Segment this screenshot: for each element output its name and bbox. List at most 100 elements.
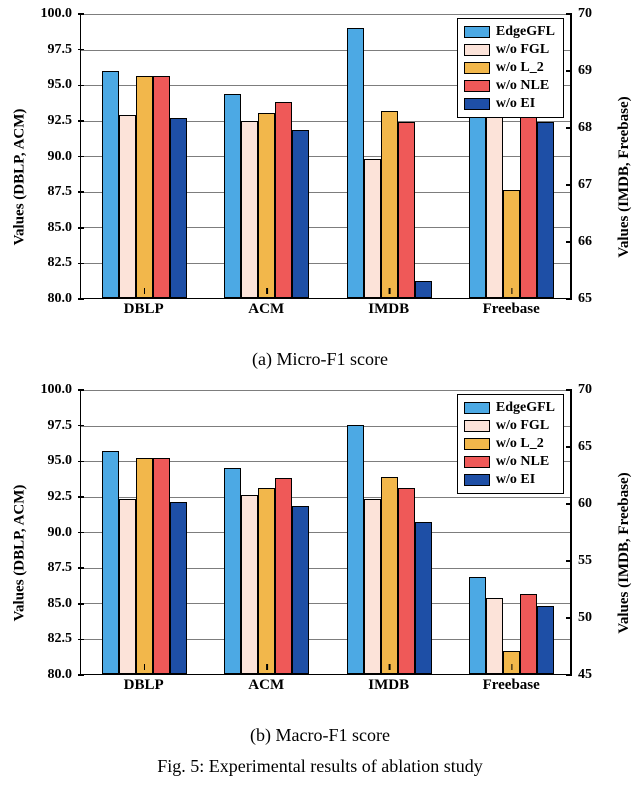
legend-swatch	[464, 98, 490, 110]
bar	[241, 121, 258, 299]
legend-label: w/o L_2	[496, 60, 544, 76]
y-tick-right: 66	[578, 234, 592, 250]
y-tick-left: 80.0	[48, 667, 73, 683]
bar-group	[102, 14, 187, 298]
legend-label: w/o EI	[496, 472, 535, 488]
panel-macro: 80.082.585.087.590.092.595.097.5100.0 45…	[10, 380, 630, 725]
legend-swatch	[464, 62, 490, 74]
bar	[153, 76, 170, 298]
y-label-left-macro: Values (DBLP, ACM)	[12, 484, 29, 621]
legend-item: w/o FGL	[464, 41, 555, 59]
y-tick-left: 100.0	[41, 6, 73, 22]
y-tick-left: 85.0	[48, 596, 73, 612]
legend-item: EdgeGFL	[464, 23, 555, 41]
y-tick-left: 92.5	[48, 489, 73, 505]
y-tick-right: 70	[578, 382, 592, 398]
bar	[469, 577, 486, 674]
legend-swatch	[464, 420, 490, 432]
y-tick-left: 87.5	[48, 560, 73, 576]
bar	[415, 522, 432, 674]
bar	[153, 458, 170, 674]
x-tick: ACM	[248, 301, 284, 318]
figure: 80.0 82.5 85.0 87.5 90.0 92.5 95.0 97.5 100.0 65…	[0, 0, 640, 777]
y-tick-right: 68	[578, 120, 592, 136]
bar	[520, 594, 537, 674]
y-tick-right: 65	[578, 439, 592, 455]
bar	[275, 102, 292, 298]
legend-item: w/o L_2	[464, 435, 555, 453]
bar	[136, 76, 153, 298]
legend-swatch	[464, 80, 490, 92]
legend-label: w/o NLE	[496, 78, 549, 94]
y-tick-left: 97.5	[48, 42, 73, 58]
legend-item: w/o NLE	[464, 453, 555, 471]
legend-micro: EdgeGFLw/o FGL w/o L_2 w/o NLE w/o EI	[457, 18, 564, 118]
y-label-left-micro: Values (DBLP, ACM)	[12, 108, 29, 245]
bar	[119, 115, 136, 298]
y-tick-left: 90.0	[48, 149, 73, 165]
y-tick-left: 97.5	[48, 418, 73, 434]
legend-item: w/o NLE	[464, 77, 555, 95]
bar	[381, 111, 398, 298]
bar	[119, 499, 136, 674]
y-tick-left: 90.0	[48, 525, 73, 541]
panel-micro: 80.082.585.087.590.092.595.097.5100.0 65…	[10, 4, 630, 349]
y-tick-right: 45	[578, 667, 592, 683]
legend-item: w/o L_2	[464, 59, 555, 77]
bar	[102, 71, 119, 298]
bar	[398, 488, 415, 674]
legend-swatch	[464, 438, 490, 450]
legend-label: w/o EI	[496, 96, 535, 112]
y-tick-right: 60	[578, 496, 592, 512]
bar	[224, 468, 241, 674]
legend-swatch	[464, 402, 490, 414]
x-tick: DBLP	[124, 301, 164, 318]
bar	[364, 159, 381, 298]
subcaption-macro: (b) Macro-F1 score	[0, 725, 640, 746]
bar	[486, 111, 503, 298]
y-tick-right: 50	[578, 610, 592, 626]
legend-item: w/o EI	[464, 95, 555, 113]
legend-label: w/o FGL	[496, 418, 549, 434]
legend-item: EdgeGFL	[464, 399, 555, 417]
y-tick-left: 100.0	[41, 382, 73, 398]
y-label-right-micro: Values (IMDB, Freebase)	[616, 96, 633, 257]
bar	[381, 477, 398, 674]
bar	[170, 502, 187, 674]
bar-group	[347, 390, 432, 674]
legend-swatch	[464, 26, 490, 38]
bar	[415, 281, 432, 298]
x-tick: IMDB	[368, 677, 409, 694]
bar	[241, 495, 258, 674]
y-tick-left: 95.0	[48, 77, 73, 93]
bar	[136, 458, 153, 674]
y-tick-right: 55	[578, 553, 592, 569]
x-tick: DBLP	[124, 677, 164, 694]
legend-label: w/o NLE	[496, 454, 549, 470]
y-tick-right: 67	[578, 177, 592, 193]
bar	[537, 606, 554, 674]
y-tick-left: 85.0	[48, 220, 73, 236]
x-tick: ACM	[248, 677, 284, 694]
y-label-right-macro: Values (IMDB, Freebase)	[616, 472, 633, 633]
bar	[486, 598, 503, 674]
y-tick-left: 82.5	[48, 255, 73, 271]
bar	[503, 190, 520, 298]
x-tick: Freebase	[483, 301, 540, 318]
figure-caption: Fig. 5: Experimental results of ablation…	[0, 756, 640, 777]
y-tick-right: 69	[578, 63, 592, 79]
legend-item: w/o EI	[464, 471, 555, 489]
x-ticks-micro: DBLPACMIMDBFreebase	[80, 301, 570, 321]
y-tick-left: 92.5	[48, 113, 73, 129]
bar	[275, 478, 292, 674]
bar-group	[224, 14, 309, 298]
y-tick-left: 80.0	[48, 291, 73, 307]
legend-label: EdgeGFL	[496, 400, 555, 416]
x-tick: Freebase	[483, 677, 540, 694]
bar	[347, 28, 364, 298]
legend-label: w/o FGL	[496, 42, 549, 58]
legend-swatch	[464, 44, 490, 56]
legend-swatch	[464, 456, 490, 468]
y-tick-left: 82.5	[48, 631, 73, 647]
legend-item: w/o FGL	[464, 417, 555, 435]
